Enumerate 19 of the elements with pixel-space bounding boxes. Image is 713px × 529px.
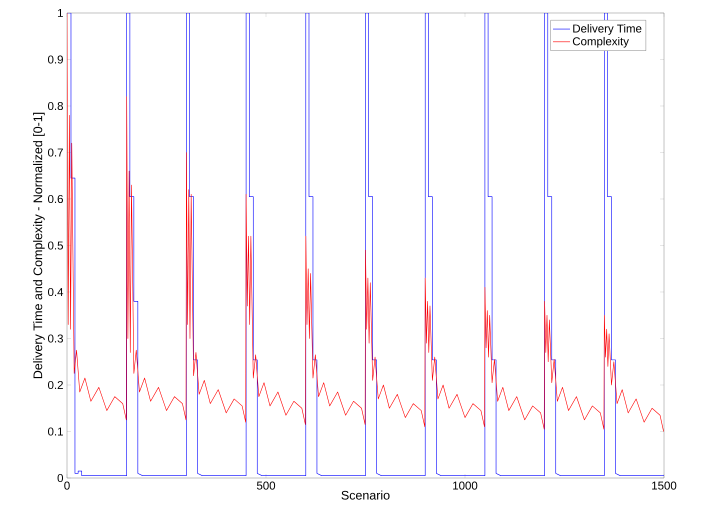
y-tick-label: 0.5 (48, 241, 63, 250)
x-axis-title: Scenario (341, 490, 390, 500)
y-tick-label: 0.8 (48, 102, 63, 110)
legend-label: Delivery Time (573, 24, 642, 35)
y-axis-title: Delivery Time and Complexity - Normalized [0-1] (33, 112, 45, 378)
x-tick-label: 1500 (652, 482, 676, 490)
y-tick-label: 0.7 (48, 148, 63, 157)
x-tick-label: 1000 (453, 482, 478, 490)
y-tick-label: 0.4 (48, 288, 64, 296)
y-tick-label: 0.9 (48, 55, 63, 64)
y-tick-label: 0.1 (48, 427, 63, 436)
x-tick-label: 500 (256, 482, 276, 490)
y-tick-label: 0 (58, 474, 64, 482)
y-tick-label: 1 (58, 9, 63, 17)
x-tick-label: 0 (64, 482, 70, 490)
legend-label: Complexity (572, 36, 629, 48)
y-tick-label: 0.3 (48, 334, 63, 343)
y-tick-label: 0.2 (48, 380, 63, 390)
y-tick-label: 0.6 (48, 194, 63, 204)
